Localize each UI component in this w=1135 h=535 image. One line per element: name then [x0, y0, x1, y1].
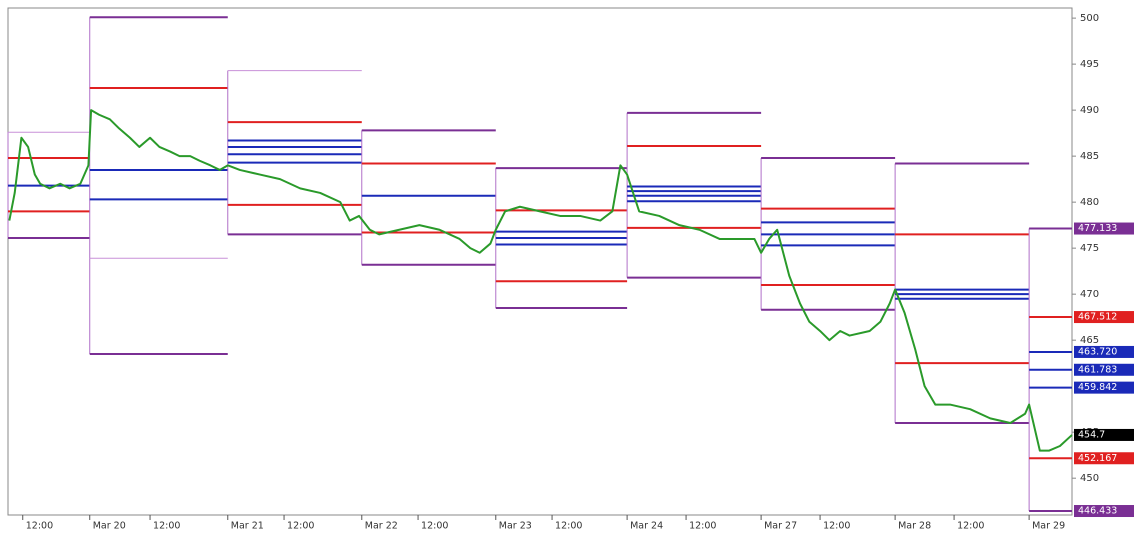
x-tick-label: 12:00 — [823, 521, 850, 532]
x-tick-label: Mar 27 — [764, 521, 797, 532]
x-tick-label: 12:00 — [153, 521, 180, 532]
y-tick-label: 470 — [1080, 289, 1099, 300]
x-tick-label: Mar 23 — [499, 521, 532, 532]
x-tick-label: 12:00 — [689, 521, 716, 532]
price-tag-label: 446.433 — [1078, 506, 1117, 517]
price-tag-label: 461.783 — [1078, 364, 1117, 375]
y-tick-label: 465 — [1080, 335, 1099, 346]
price-tag-label: 452.167 — [1078, 453, 1117, 464]
price-tag — [1074, 428, 1134, 441]
price-tag — [1074, 345, 1134, 358]
price-tag — [1074, 363, 1134, 376]
y-tick-label: 480 — [1080, 197, 1099, 208]
y-tick-label: 475 — [1080, 243, 1099, 254]
x-tick-label: 12:00 — [421, 521, 448, 532]
y-tick-label: 500 — [1080, 13, 1099, 24]
x-tick-label: Mar 21 — [231, 521, 264, 532]
price-line — [8, 109, 1073, 452]
price-tag-label: 463.720 — [1078, 346, 1117, 357]
y-tick-label: 450 — [1080, 473, 1099, 484]
price-tag — [1074, 222, 1134, 235]
price-tag-label: 467.512 — [1078, 312, 1117, 323]
x-tick-label: 12:00 — [26, 521, 53, 532]
price-tag — [1074, 311, 1134, 324]
x-tick-label: 12:00 — [957, 521, 984, 532]
price-tag — [1074, 381, 1134, 394]
y-tick-label: 495 — [1080, 59, 1099, 70]
plot-frame — [7, 7, 1073, 516]
price-tag-label: 459.842 — [1078, 382, 1117, 393]
x-tick-label: Mar 20 — [93, 521, 126, 532]
price-tag — [1074, 452, 1134, 465]
y-tick-label: 490 — [1080, 105, 1099, 116]
x-tick-label: Mar 22 — [365, 521, 398, 532]
price-tag-label: 477.133 — [1078, 223, 1117, 234]
x-tick-label: Mar 28 — [898, 521, 931, 532]
x-tick-label: 12:00 — [287, 521, 314, 532]
x-tick-label: 12:00 — [555, 521, 582, 532]
y-tick-label: 485 — [1080, 151, 1099, 162]
price-tag — [1074, 505, 1134, 518]
x-tick-label: Mar 24 — [630, 521, 663, 532]
x-tick-label: Mar 29 — [1032, 521, 1065, 532]
price-tag-label: 454.7 — [1078, 429, 1105, 440]
